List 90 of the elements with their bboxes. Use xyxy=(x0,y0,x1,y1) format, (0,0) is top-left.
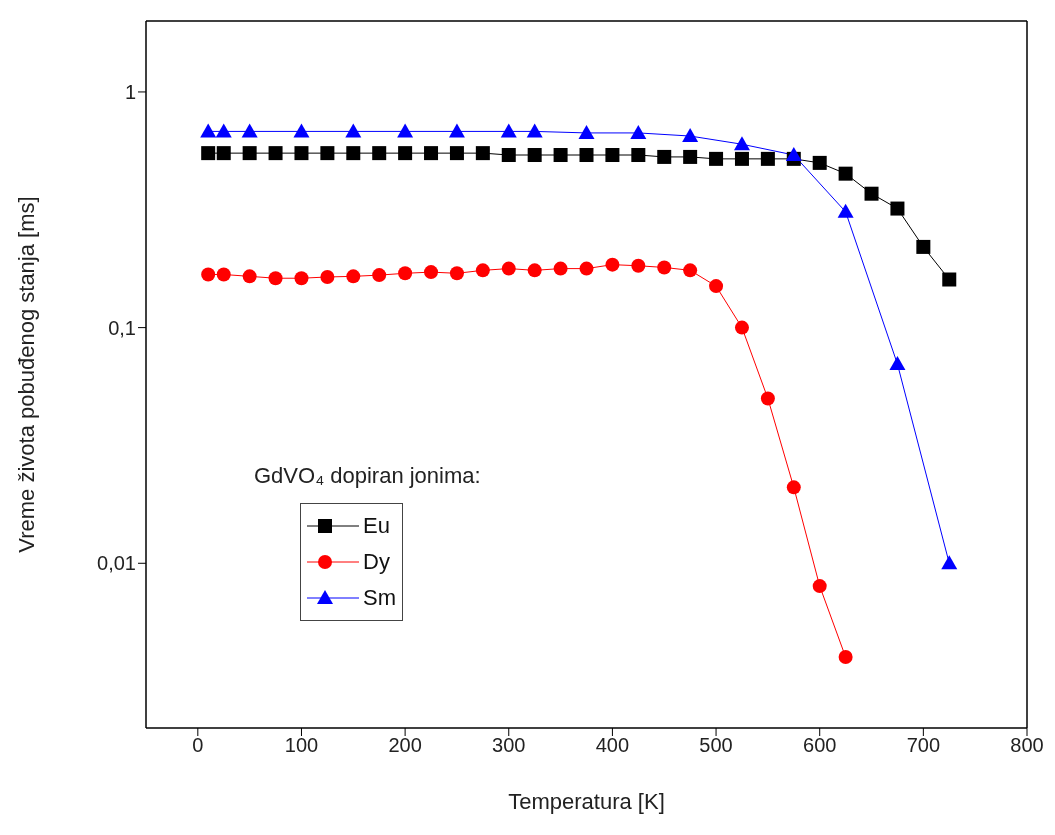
point xyxy=(760,151,775,166)
point xyxy=(942,272,957,287)
point xyxy=(941,555,958,570)
legend-label: Sm xyxy=(363,585,396,611)
x-tick-label: 200 xyxy=(388,734,422,757)
point xyxy=(397,123,414,138)
point xyxy=(200,123,217,138)
point xyxy=(605,148,620,163)
point xyxy=(268,146,283,161)
point xyxy=(916,239,931,254)
point xyxy=(398,146,413,161)
point xyxy=(579,148,594,163)
point xyxy=(553,261,568,276)
point xyxy=(346,146,361,161)
legend-label: Eu xyxy=(363,513,390,539)
point xyxy=(578,124,595,139)
point xyxy=(294,271,309,286)
point xyxy=(500,123,517,138)
point xyxy=(448,123,465,138)
point xyxy=(346,269,361,284)
point xyxy=(864,186,879,201)
point xyxy=(733,136,750,151)
point xyxy=(682,128,699,143)
point xyxy=(345,123,362,138)
x-tick-label: 300 xyxy=(492,734,526,757)
point xyxy=(890,201,905,216)
point xyxy=(657,149,672,164)
point xyxy=(527,263,542,278)
point xyxy=(527,148,542,163)
point xyxy=(242,146,257,161)
point xyxy=(215,123,232,138)
point xyxy=(734,320,749,335)
y-axis-title: Vreme života pobuđenog stanja [ms] xyxy=(13,196,39,553)
point xyxy=(216,267,231,282)
point xyxy=(785,147,802,162)
point xyxy=(889,356,906,371)
point xyxy=(216,146,231,161)
point xyxy=(709,151,724,166)
point xyxy=(449,266,464,281)
point xyxy=(526,123,543,138)
point xyxy=(760,391,775,406)
point xyxy=(475,263,490,278)
point xyxy=(501,148,516,163)
point xyxy=(657,260,672,275)
point xyxy=(709,279,724,294)
x-tick-label: 600 xyxy=(803,734,837,757)
x-tick-label: 800 xyxy=(1010,734,1044,757)
point xyxy=(812,579,827,594)
point xyxy=(837,203,854,218)
point xyxy=(293,123,310,138)
point xyxy=(630,124,647,139)
point xyxy=(631,148,646,163)
point xyxy=(241,123,258,138)
point xyxy=(475,146,490,161)
point xyxy=(683,263,698,278)
point xyxy=(786,480,801,495)
point xyxy=(424,265,439,280)
point xyxy=(242,269,257,284)
x-tick-label: 400 xyxy=(595,734,630,757)
point xyxy=(683,149,698,164)
point xyxy=(838,166,853,181)
point xyxy=(579,261,594,276)
point xyxy=(734,151,749,166)
point xyxy=(372,268,387,283)
x-tick-label: 700 xyxy=(906,734,941,757)
point xyxy=(838,650,853,665)
point xyxy=(398,266,413,281)
point xyxy=(424,146,439,161)
point xyxy=(320,269,335,284)
point xyxy=(605,257,620,272)
point xyxy=(201,146,216,161)
x-axis-title: Temperatura [K] xyxy=(508,789,665,814)
point xyxy=(812,155,827,170)
legend-label: Dy xyxy=(363,549,390,575)
legend-title: GdVO₄ dopiran jonima: xyxy=(254,463,481,489)
point xyxy=(320,146,335,161)
point xyxy=(553,148,568,163)
x-tick-label: 0 xyxy=(192,734,204,757)
point xyxy=(449,146,464,161)
point xyxy=(372,146,387,161)
point xyxy=(501,261,516,276)
point xyxy=(268,271,283,286)
x-tick-label: 100 xyxy=(284,734,319,757)
point xyxy=(631,258,646,273)
point xyxy=(201,267,216,282)
x-tick-label: 500 xyxy=(699,734,733,757)
y-tick-label: 1 xyxy=(124,81,136,104)
y-tick-label: 0,1 xyxy=(108,316,136,339)
point xyxy=(294,146,309,161)
y-tick-label: 0,01 xyxy=(97,552,136,575)
